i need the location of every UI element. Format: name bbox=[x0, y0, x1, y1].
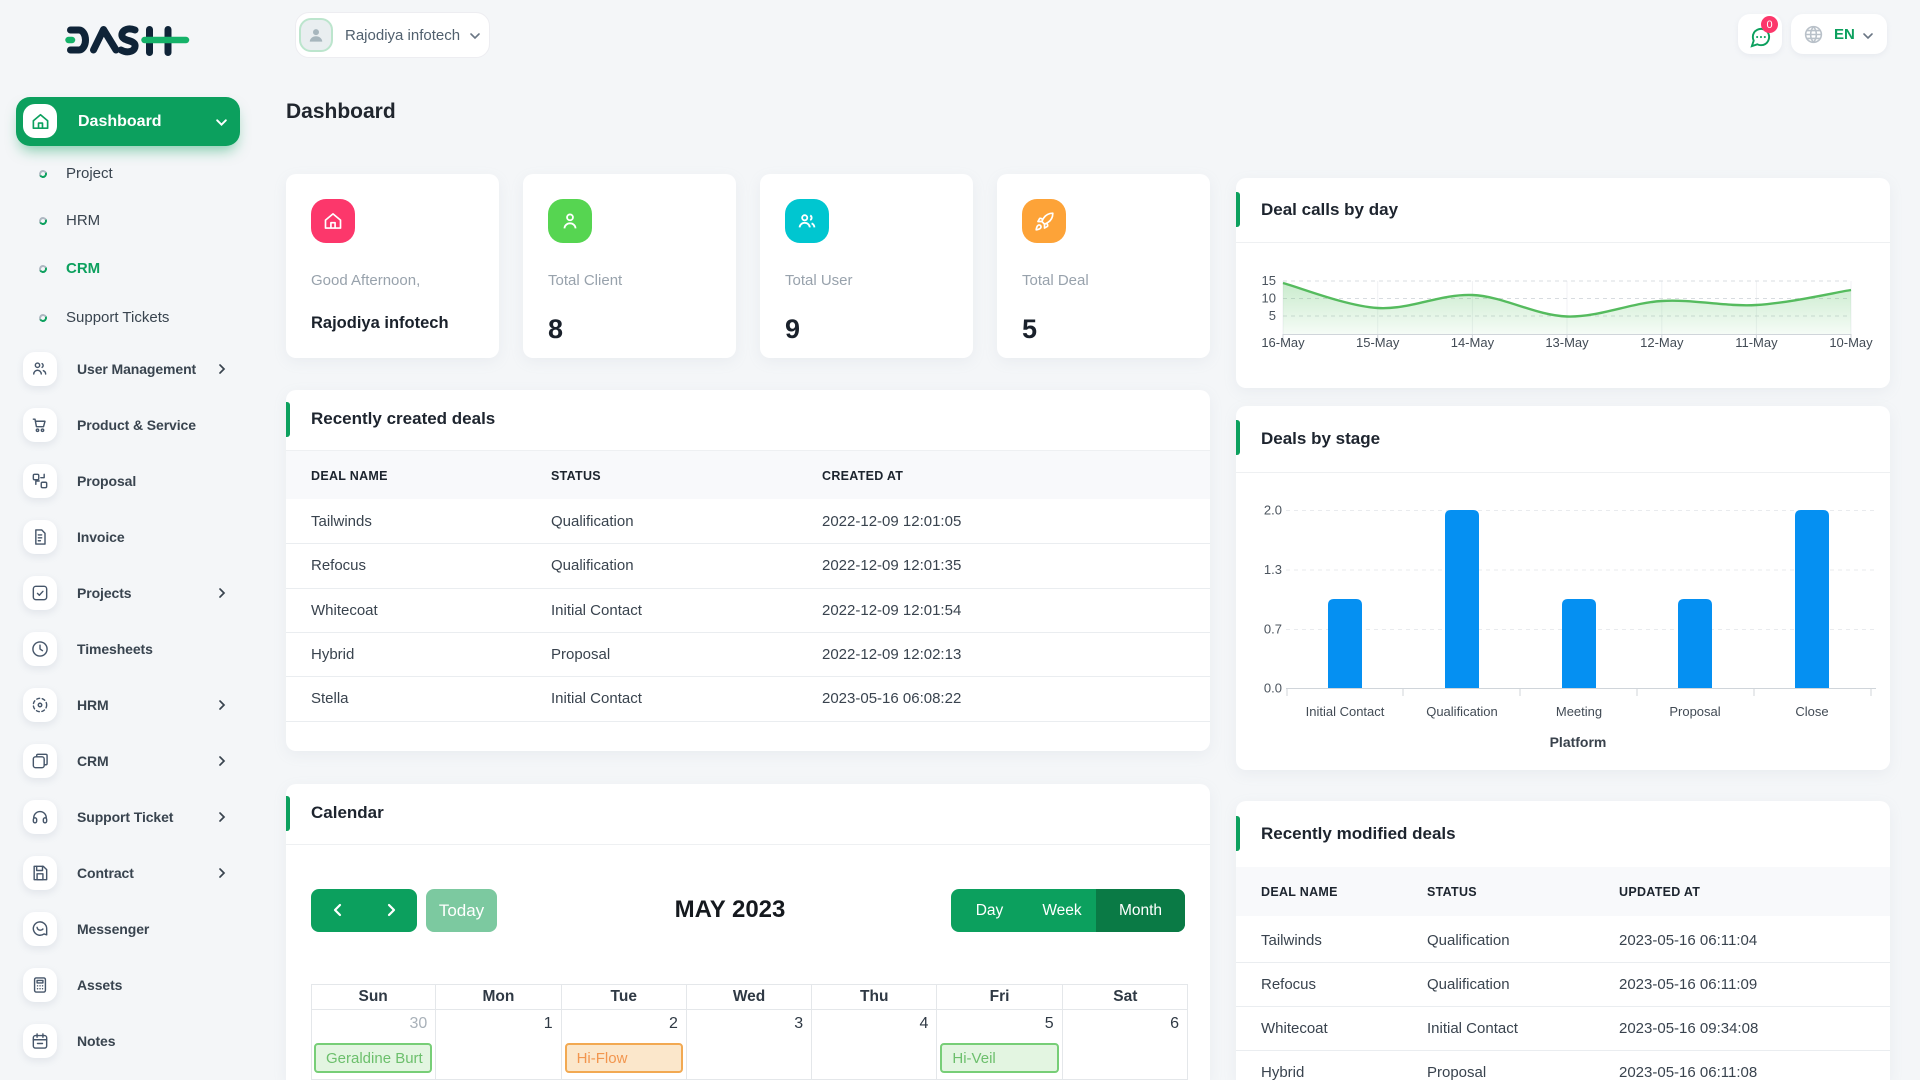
svg-text:0.0: 0.0 bbox=[1264, 681, 1282, 696]
svg-text:5: 5 bbox=[1269, 308, 1276, 323]
svg-text:0.7: 0.7 bbox=[1264, 622, 1282, 637]
svg-text:14-May: 14-May bbox=[1451, 335, 1495, 350]
svg-text:15: 15 bbox=[1262, 273, 1276, 288]
svg-text:13-May: 13-May bbox=[1545, 335, 1589, 350]
svg-text:12-May: 12-May bbox=[1640, 335, 1684, 350]
svg-text:Initial Contact: Initial Contact bbox=[1306, 704, 1385, 719]
svg-text:Close: Close bbox=[1795, 704, 1828, 719]
svg-text:11-May: 11-May bbox=[1735, 335, 1778, 350]
svg-text:Qualification: Qualification bbox=[1426, 704, 1498, 719]
svg-text:Meeting: Meeting bbox=[1556, 704, 1602, 719]
svg-text:Platform: Platform bbox=[1550, 734, 1607, 750]
svg-text:1.3: 1.3 bbox=[1264, 562, 1282, 577]
svg-text:2.0: 2.0 bbox=[1264, 503, 1282, 518]
svg-text:Proposal: Proposal bbox=[1669, 704, 1720, 719]
svg-text:16-May: 16-May bbox=[1261, 335, 1305, 350]
svg-text:10-May: 10-May bbox=[1829, 335, 1873, 350]
svg-text:10: 10 bbox=[1262, 291, 1276, 306]
svg-text:15-May: 15-May bbox=[1356, 335, 1400, 350]
